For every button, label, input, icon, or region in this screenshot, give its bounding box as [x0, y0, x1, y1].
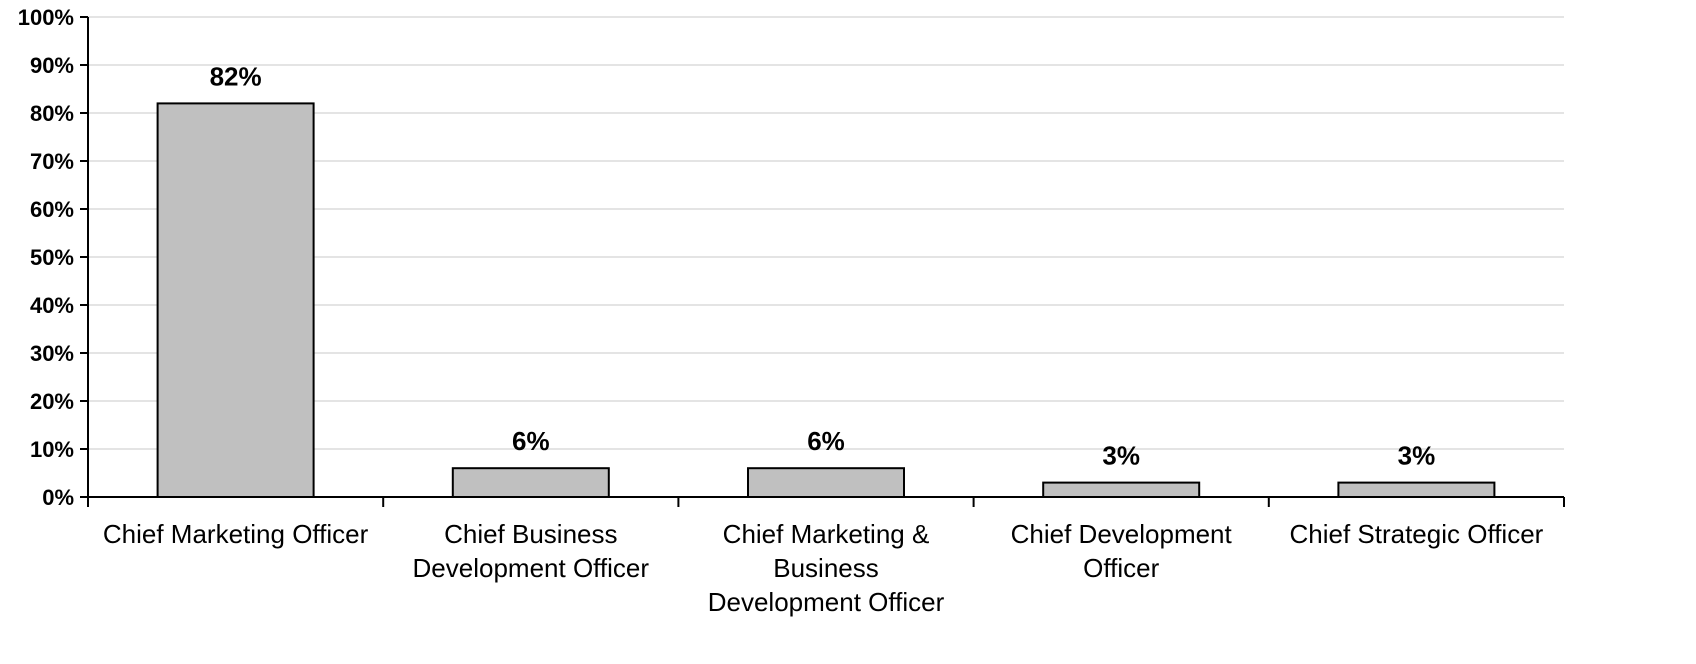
x-tick-label: Chief Marketing & Business Development Off… — [708, 519, 945, 617]
y-tick-label: 10% — [30, 437, 74, 462]
data-label: 6% — [807, 426, 845, 456]
gridlines — [88, 16, 1564, 450]
y-tick-label: 50% — [30, 245, 74, 270]
x-axis-ticks — [87, 497, 1565, 507]
y-tick-label: 70% — [30, 149, 74, 174]
bar — [451, 467, 610, 499]
x-tick-label: Chief Development Officer — [1011, 519, 1233, 583]
data-labels: 82% 6% 6% 3% 3% — [210, 61, 1436, 470]
y-tick-label: 60% — [30, 197, 74, 222]
y-tick-label: 80% — [30, 101, 74, 126]
y-tick-label: 90% — [30, 53, 74, 78]
y-tick-label: 0% — [42, 485, 74, 510]
bar — [156, 102, 315, 499]
data-label: 3% — [1102, 441, 1140, 471]
bar — [1042, 481, 1201, 499]
data-label: 3% — [1398, 441, 1436, 471]
y-tick-label: 100% — [18, 5, 74, 30]
y-tick-label: 20% — [30, 389, 74, 414]
bar — [1337, 481, 1496, 499]
data-label: 6% — [512, 426, 550, 456]
bars — [156, 102, 1496, 499]
y-tick-label: 40% — [30, 293, 74, 318]
x-tick-label: Chief Business Development Officer — [413, 519, 650, 583]
x-axis-labels: Chief Marketing Officer Chief Business Dev… — [103, 519, 1544, 617]
y-axis-ticks: 0% 10% 20% 30% 40% 50% 60% 70% 80% 90% 100% — [18, 5, 88, 510]
x-tick-label: Chief Marketing Officer — [103, 519, 369, 549]
bar — [747, 467, 905, 499]
data-label: 82% — [210, 61, 262, 91]
y-tick-label: 30% — [30, 341, 74, 366]
x-tick-label: Chief Strategic Officer — [1289, 519, 1543, 549]
